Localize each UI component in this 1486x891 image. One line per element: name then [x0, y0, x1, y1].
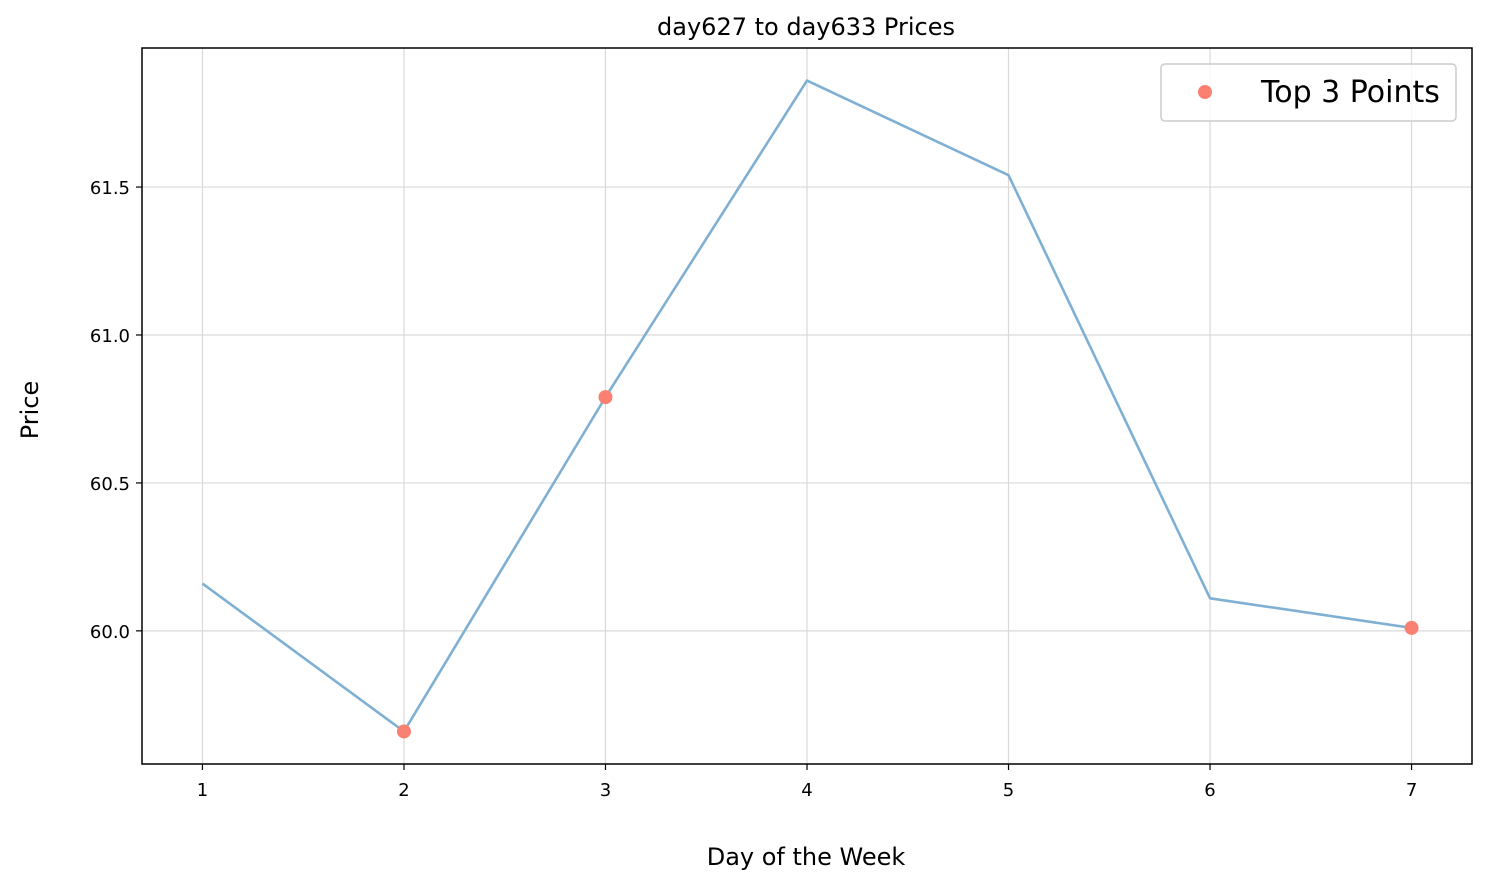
legend-box — [1160, 63, 1457, 122]
x-tick-label: 5 — [1003, 780, 1014, 801]
x-tick-label: 4 — [801, 780, 812, 801]
axis-ticks: 1 2 3 4 5 6 7 60.0 60.5 61.0 61.5 — [90, 178, 1417, 801]
legend-marker — [1198, 85, 1212, 99]
x-tick-label: 2 — [398, 780, 409, 801]
highlight-point — [396, 724, 411, 739]
legend: Top 3 Points — [1160, 63, 1457, 122]
x-tick-label: 3 — [600, 780, 611, 801]
y-tick-label: 60.5 — [90, 474, 130, 495]
highlight-point — [598, 390, 613, 405]
y-tick-label: 60.0 — [90, 622, 130, 643]
chart-title: day627 to day633 Prices — [657, 13, 955, 41]
y-axis-label: Price — [16, 381, 44, 440]
highlight-points — [396, 390, 1419, 739]
legend-label: Top 3 Points — [1260, 75, 1440, 110]
highlight-point — [1404, 620, 1419, 635]
x-tick-label: 7 — [1406, 780, 1417, 801]
y-tick-label: 61.0 — [90, 326, 130, 347]
x-tick-label: 6 — [1204, 780, 1215, 801]
grid-lines — [142, 48, 1472, 764]
y-tick-label: 61.5 — [90, 178, 130, 199]
x-axis-label: Day of the Week — [707, 843, 906, 871]
x-tick-label: 1 — [197, 780, 208, 801]
